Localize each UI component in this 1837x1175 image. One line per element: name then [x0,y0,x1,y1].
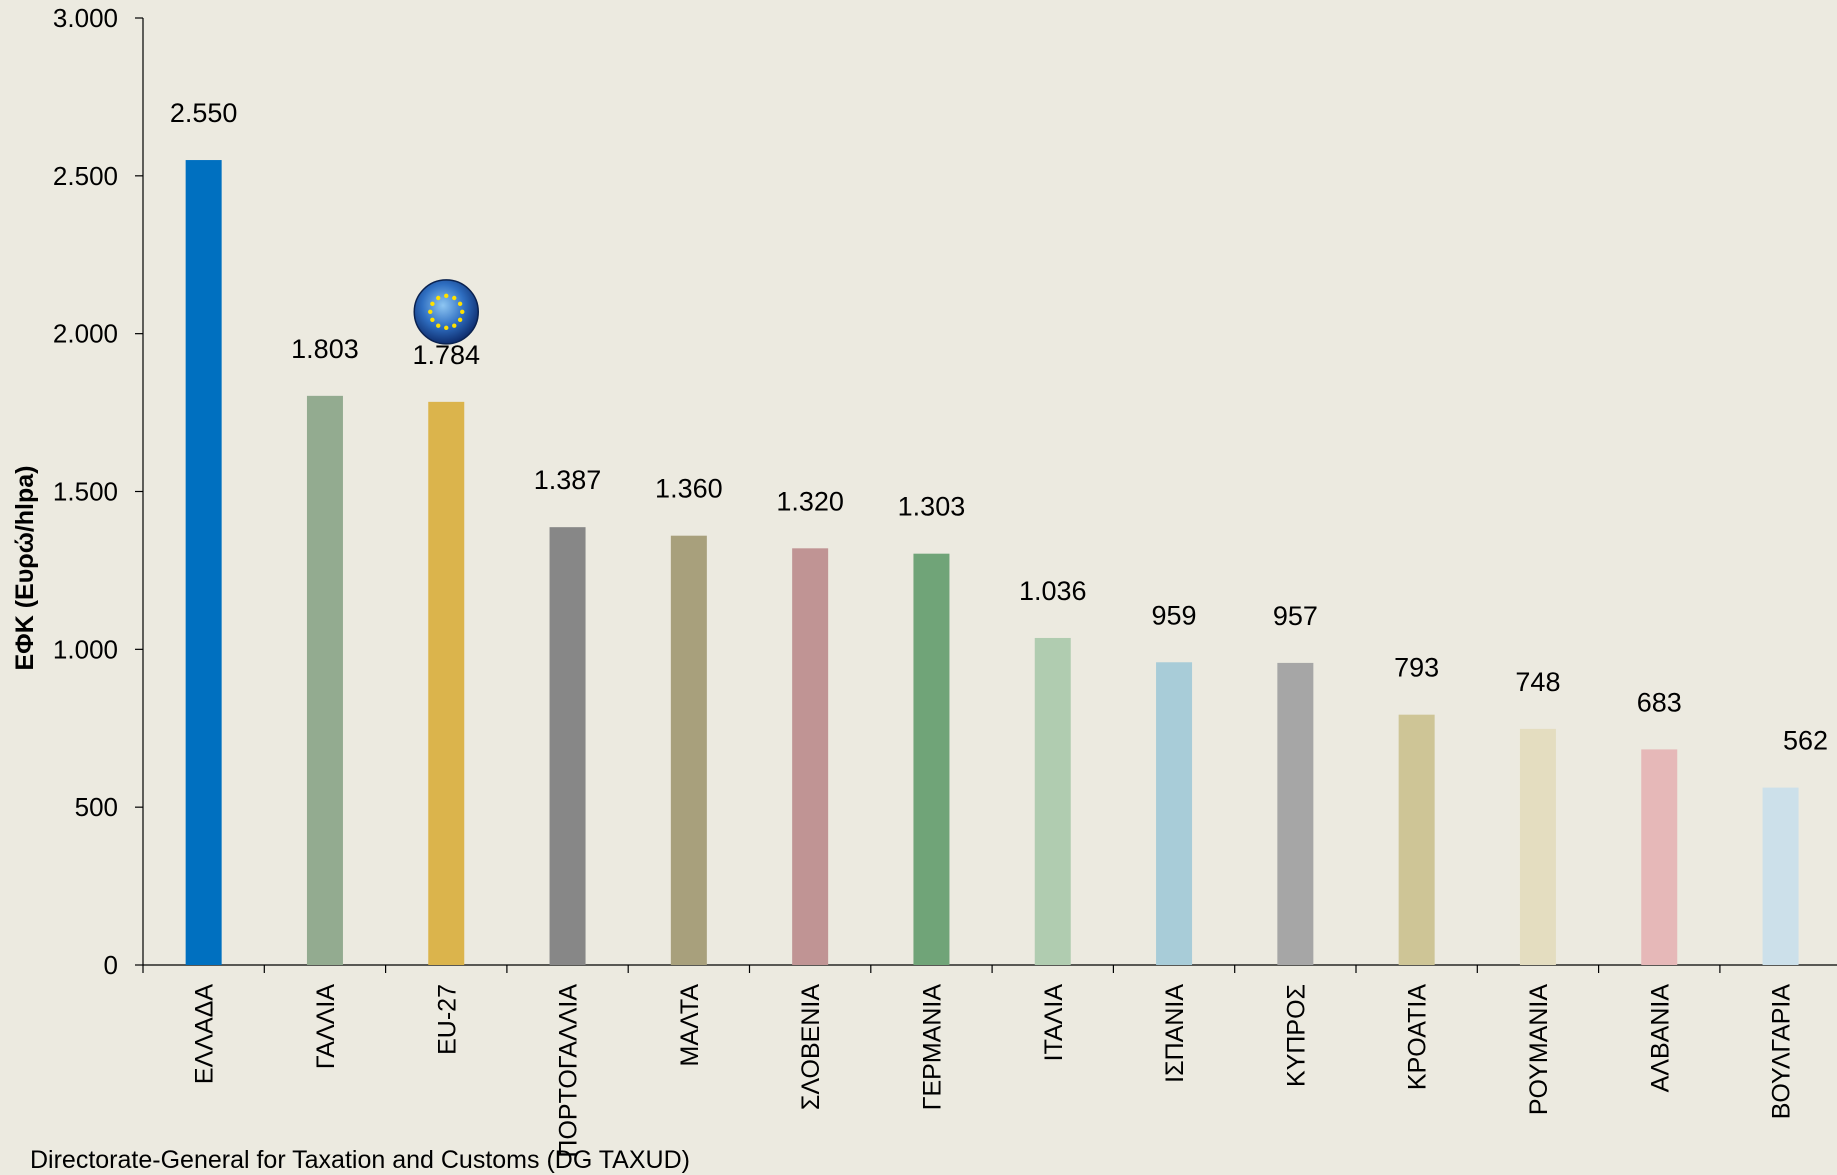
bar-6 [913,553,950,965]
value-label: 793 [1394,653,1439,683]
y-axis-title: ΕΦΚ (Ευρώ/hlpa) [11,466,39,671]
bar-4 [670,535,707,965]
y-tick-label: 0 [104,950,118,980]
x-axis [142,964,1837,973]
y-axis: 0 500 1.000 1.500 2.000 2.500 3.000 [53,3,144,980]
bar-7 [1034,637,1071,965]
y-tick-label: 500 [75,792,118,822]
value-label: 1.803 [291,334,359,364]
value-label: 683 [1637,687,1682,717]
category-label: ΙΤΑΛΙΑ [1040,984,1068,1062]
bar-3 [549,527,586,965]
bar-5 [792,548,829,965]
bar-10 [1398,714,1435,965]
value-label: 1.303 [898,492,966,522]
bar-9 [1277,662,1314,965]
category-label: ΕΛΛΑΔΑ [191,984,219,1084]
value-label: 2.550 [170,98,238,128]
bar-8 [1156,662,1193,965]
value-label: 1.360 [655,474,723,504]
value-label: 957 [1273,601,1318,631]
category-label: ΚΡΟΑΤΙΑ [1404,984,1432,1090]
value-label: 1.036 [1019,576,1087,606]
bars [185,160,1799,966]
bar-2 [428,401,465,965]
source-note: Directorate-General for Taxation and Cus… [30,1146,690,1174]
category-label: ΜΑΛΤΑ [676,984,704,1067]
value-labels: 2.550 1.803 1.784 1.387 1.360 1.320 1.303 1.036… [170,98,1828,756]
value-label: 1.387 [534,465,602,495]
bar-11 [1519,728,1556,965]
y-tick-label: 2.000 [53,319,118,349]
value-label: 1.320 [776,486,844,516]
value-label: 562 [1783,726,1828,756]
category-label: ΣΛΟΒΕΝΙΑ [797,984,825,1110]
category-label: EU-27 [433,984,461,1055]
category-label: ΚΥΠΡΟΣ [1282,984,1310,1087]
y-tick-label: 1.500 [53,477,118,507]
category-label: ΓΑΛΛΙΑ [312,984,340,1069]
category-label: ΙΣΠΑΝΙΑ [1161,984,1189,1083]
bar-12 [1641,749,1678,965]
y-tick-label: 3.000 [53,3,118,33]
category-labels: ΕΛΛΑΔΑ ΓΑΛΛΙΑ EU-27 ΠΟΡΤΟΓΑΛΛΙΑ ΜΑΛΤΑ ΣΛΟΒΕΝΙ… [191,984,1796,1158]
value-label: 1.784 [412,340,480,370]
category-label: ΒΟΥΛΓΑΡΙΑ [1768,984,1796,1120]
category-label: ΡΟΥΜΑΝΙΑ [1525,984,1553,1115]
value-label: 748 [1515,667,1560,697]
y-tick-label: 1.000 [53,634,118,664]
y-tick-label: 2.500 [53,161,118,191]
bar-1 [306,395,343,965]
value-label: 959 [1152,600,1197,630]
bar-0 [185,160,222,966]
eu-flag-icon [413,279,479,345]
category-label: ΑΛΒΑΝΙΑ [1646,984,1674,1093]
category-label: ΠΟΡΤΟΓΑΛΛΙΑ [555,984,583,1158]
category-label: ΓΕΡΜΑΝΙΑ [918,984,946,1111]
bar-13 [1762,787,1799,965]
